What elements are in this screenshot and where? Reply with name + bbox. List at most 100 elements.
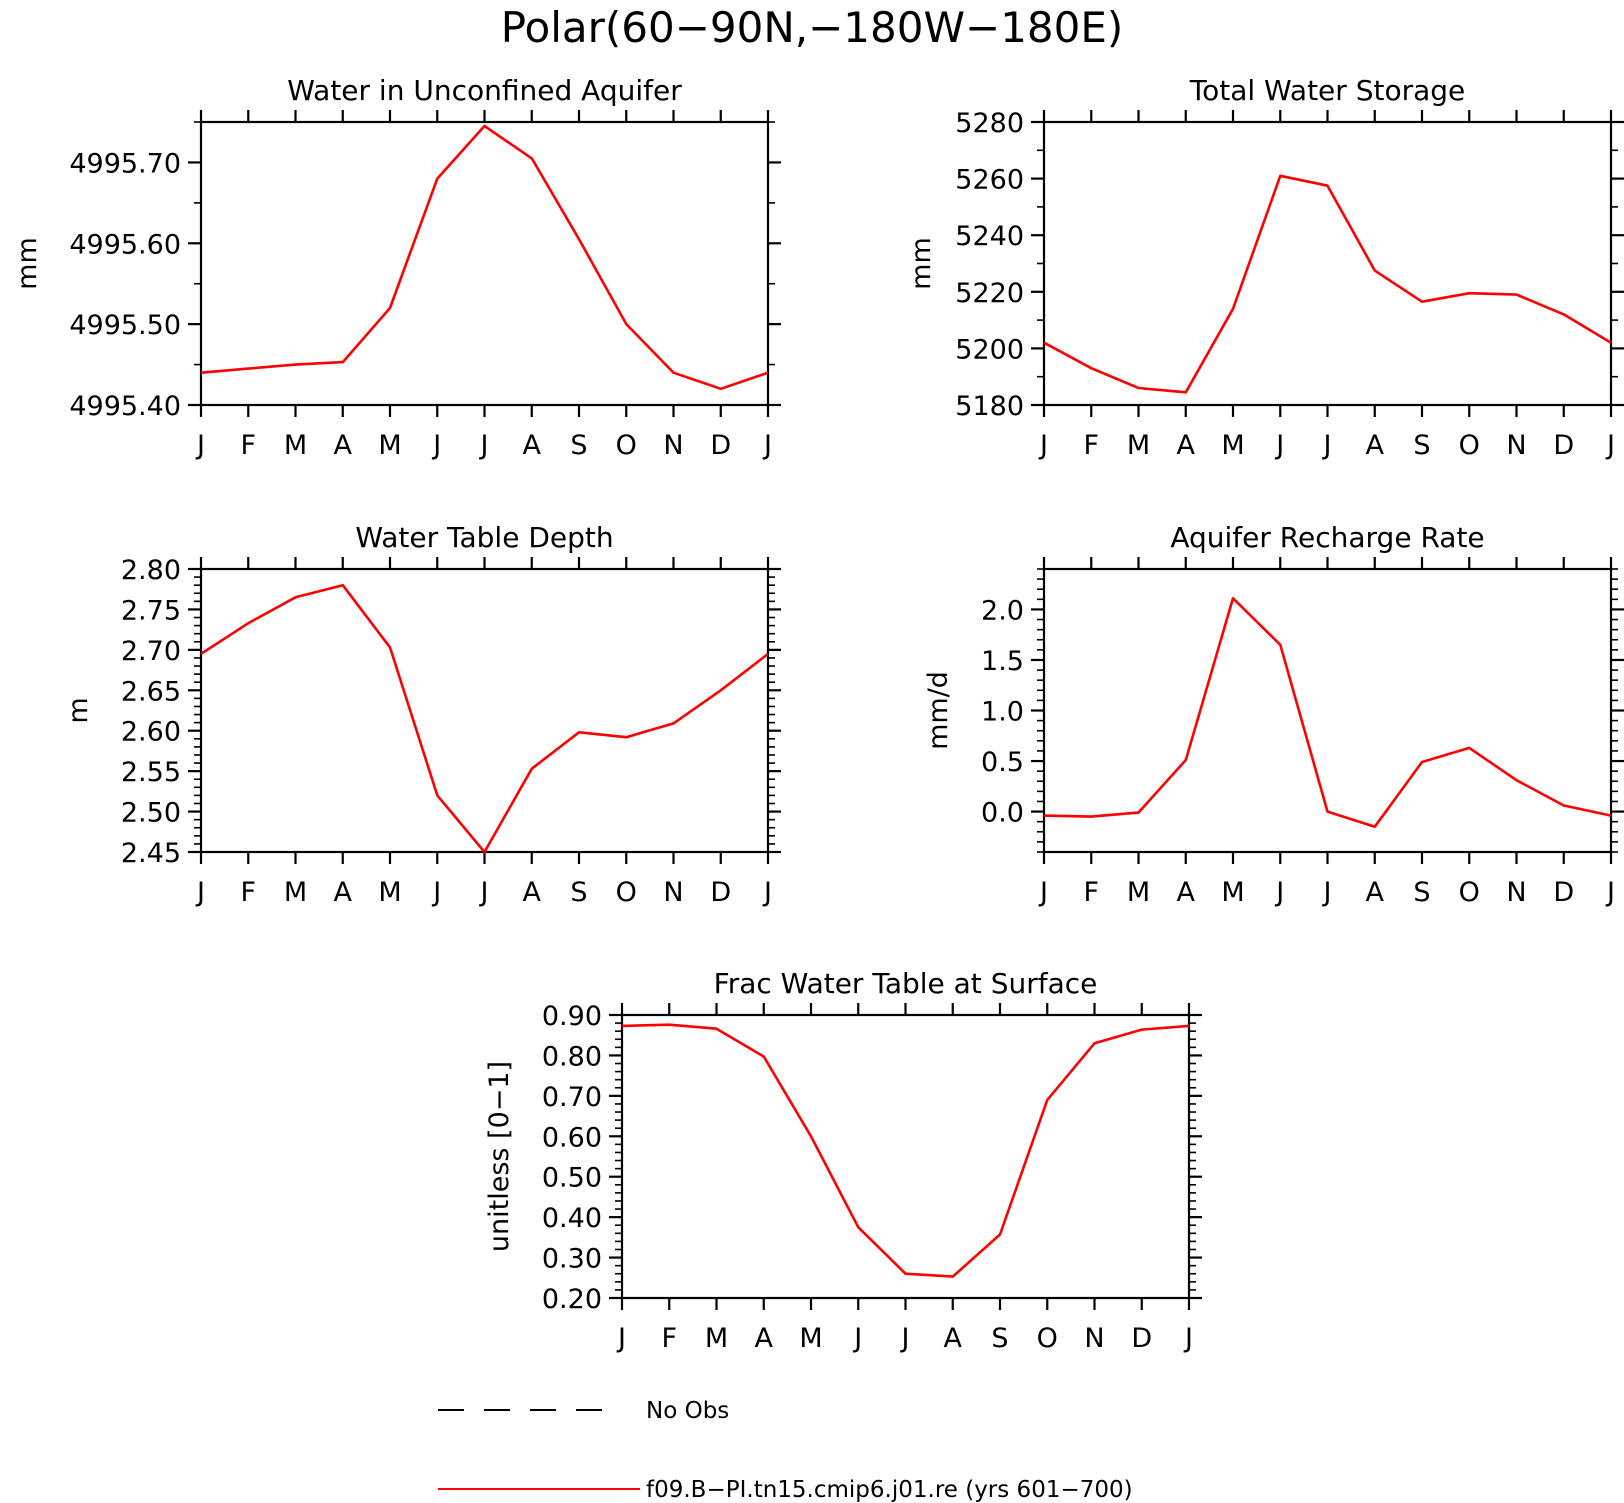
x-tick-label: J	[1183, 1323, 1193, 1354]
y-tick-label: 2.0	[981, 595, 1024, 626]
x-tick-label: A	[1177, 877, 1196, 908]
y-tick-label: 0.50	[542, 1163, 602, 1194]
x-tick-label: J	[1274, 430, 1284, 461]
x-tick-label: F	[240, 877, 256, 908]
y-tick-label: 0.0	[981, 798, 1024, 829]
x-tick-label: A	[523, 430, 542, 461]
x-tick-label: O	[1459, 877, 1480, 908]
x-tick-label: O	[616, 877, 637, 908]
y-tick-label: 4995.40	[69, 391, 181, 422]
y-tick-label: 4995.70	[69, 148, 181, 179]
plot-frame	[620, 1013, 1191, 1300]
y-tick-label: 0.30	[542, 1244, 602, 1275]
y-tick-label: 2.80	[121, 555, 181, 586]
x-tick-label: J	[1038, 877, 1048, 908]
x-tick-label: A	[1177, 430, 1196, 461]
series-line	[621, 1023, 1190, 1278]
x-tick-label: A	[944, 1323, 963, 1354]
x-tick-label: A	[334, 877, 353, 908]
y-tick-label: 5200	[955, 334, 1024, 365]
legend-no-obs-label: No Obs	[646, 1398, 729, 1424]
y-axis-label: mm	[906, 237, 937, 290]
y-tick-label: 0.20	[542, 1284, 602, 1315]
x-tick-label: M	[284, 430, 307, 461]
x-tick-label: F	[661, 1323, 677, 1354]
y-tick-label: 0.60	[542, 1122, 602, 1153]
x-tick-label: S	[1413, 877, 1430, 908]
series-line	[1043, 596, 1612, 829]
x-tick-label: J	[762, 877, 772, 908]
x-tick-label: J	[1274, 877, 1284, 908]
x-tick-label: D	[710, 430, 731, 461]
y-tick-label: 2.70	[121, 636, 181, 667]
legend-model-label: f09.B−PI.tn15.cmip6.j01.re (yrs 601−700)	[646, 1477, 1133, 1503]
x-tick-label: M	[799, 1323, 822, 1354]
y-axis-label: m	[63, 697, 94, 723]
x-tick-label: O	[1037, 1323, 1058, 1354]
x-tick-label: J	[431, 877, 441, 908]
x-tick-label: N	[1506, 877, 1526, 908]
x-tick-label: D	[1131, 1323, 1152, 1354]
x-tick-label: J	[431, 430, 441, 461]
x-tick-label: M	[1221, 430, 1244, 461]
y-tick-label: 0.90	[542, 1001, 602, 1032]
y-axis-label: mm	[12, 237, 43, 290]
y-tick-label: 2.60	[121, 717, 181, 748]
x-tick-label: A	[1366, 430, 1385, 461]
x-tick-label: J	[1322, 877, 1332, 908]
panel-title: Aquifer Recharge Rate	[1170, 521, 1484, 554]
x-tick-label: A	[1366, 877, 1385, 908]
y-tick-label: 4995.50	[69, 310, 181, 341]
y-axis-label: unitless [0−1]	[484, 1061, 515, 1252]
x-tick-label: J	[479, 877, 489, 908]
y-tick-label: 2.75	[121, 595, 181, 626]
x-tick-label: D	[1553, 877, 1574, 908]
x-tick-label: O	[616, 430, 637, 461]
x-tick-label: A	[334, 430, 353, 461]
y-axis-label: mm/d	[923, 671, 954, 750]
y-tick-label: 2.55	[121, 757, 181, 788]
x-tick-label: N	[663, 430, 683, 461]
series-line	[200, 583, 769, 854]
x-tick-label: M	[1127, 877, 1150, 908]
y-tick-label: 5220	[955, 278, 1024, 309]
x-tick-label: J	[616, 1323, 626, 1354]
y-tick-label: 0.70	[542, 1082, 602, 1113]
x-tick-label: J	[195, 877, 205, 908]
x-tick-label: M	[1127, 430, 1150, 461]
x-tick-label: N	[663, 877, 683, 908]
x-tick-label: J	[1605, 877, 1615, 908]
x-tick-label: M	[378, 430, 401, 461]
x-tick-label: J	[1322, 430, 1332, 461]
plot-frame	[1042, 120, 1613, 407]
x-tick-label: J	[762, 430, 772, 461]
x-tick-label: N	[1506, 430, 1526, 461]
y-tick-label: 1.5	[981, 646, 1024, 677]
panel-title: Water Table Depth	[355, 521, 613, 554]
x-tick-label: A	[523, 877, 542, 908]
y-tick-label: 5240	[955, 221, 1024, 252]
x-tick-label: J	[852, 1323, 862, 1354]
x-tick-label: M	[284, 877, 307, 908]
x-tick-label: J	[1605, 430, 1615, 461]
y-tick-label: 0.5	[981, 747, 1024, 778]
legend: No Obs f09.B−PI.tn15.cmip6.j01.re (yrs 6…	[438, 1398, 1133, 1503]
x-tick-label: S	[570, 430, 587, 461]
x-tick-label: J	[900, 1323, 910, 1354]
x-tick-label: J	[479, 430, 489, 461]
x-tick-label: J	[1038, 430, 1048, 461]
series-line	[1043, 174, 1612, 394]
panel-title: Water in Unconfined Aquifer	[287, 74, 682, 107]
x-tick-label: F	[1083, 430, 1099, 461]
plot-frame	[199, 120, 770, 407]
y-tick-label: 2.50	[121, 798, 181, 829]
x-tick-label: M	[705, 1323, 728, 1354]
panel-title: Frac Water Table at Surface	[714, 967, 1098, 1000]
x-tick-label: S	[570, 877, 587, 908]
